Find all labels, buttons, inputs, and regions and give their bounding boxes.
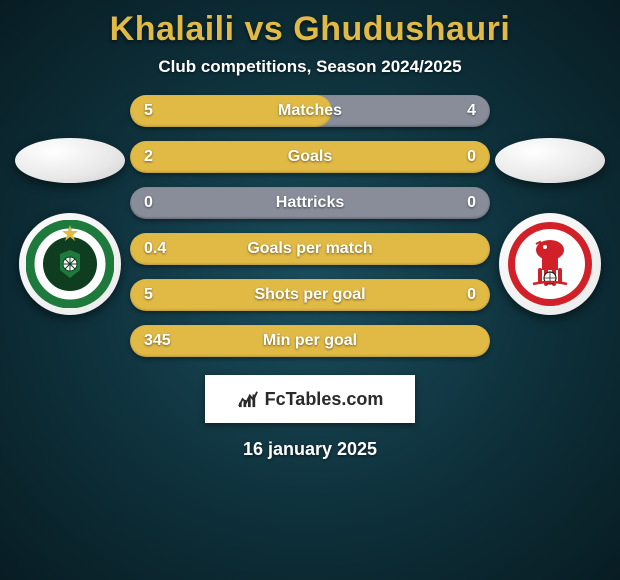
left-value: 345 — [144, 332, 171, 350]
stat-bar-shots-per-goal: 5 Shots per goal 0 — [130, 279, 490, 311]
stat-bar-hattricks: 0 Hattricks 0 — [130, 187, 490, 219]
left-club-badge — [19, 213, 121, 315]
left-column — [10, 138, 130, 315]
left-value: 0 — [144, 194, 153, 212]
bar-label: Min per goal — [263, 332, 357, 350]
watermark-text: FcTables.com — [265, 389, 384, 410]
right-value: 0 — [467, 148, 476, 166]
left-value: 5 — [144, 102, 153, 120]
stats-bars: 5 Matches 4 2 Goals 0 0 Hattricks 0 0.4 … — [130, 95, 490, 357]
bars-chart-icon — [237, 390, 259, 408]
right-value: 0 — [467, 194, 476, 212]
left-value: 5 — [144, 286, 153, 304]
stat-bar-min-per-goal: 345 Min per goal — [130, 325, 490, 357]
left-value: 2 — [144, 148, 153, 166]
right-value: 4 — [467, 102, 476, 120]
bar-label: Hattricks — [276, 194, 344, 212]
bar-label: Matches — [278, 102, 342, 120]
main-row: 5 Matches 4 2 Goals 0 0 Hattricks 0 0.4 … — [0, 95, 620, 357]
maccabi-haifa-icon — [26, 220, 114, 308]
bar-label: Shots per goal — [254, 286, 365, 304]
stat-bar-goals-per-match: 0.4 Goals per match — [130, 233, 490, 265]
bnei-sakhnin-icon — [506, 220, 594, 308]
stat-bar-goals: 2 Goals 0 — [130, 141, 490, 173]
infographic-container: Khalaili vs Ghudushauri Club competition… — [0, 0, 620, 460]
date-label: 16 january 2025 — [243, 439, 377, 460]
right-column — [490, 138, 610, 315]
bar-label: Goals per match — [247, 240, 372, 258]
stat-bar-matches: 5 Matches 4 — [130, 95, 490, 127]
right-player-avatar — [495, 138, 605, 183]
subtitle: Club competitions, Season 2024/2025 — [158, 57, 461, 77]
right-value: 0 — [467, 286, 476, 304]
left-value: 0.4 — [144, 240, 166, 258]
page-title: Khalaili vs Ghudushauri — [110, 10, 511, 49]
left-player-avatar — [15, 138, 125, 183]
right-club-badge — [499, 213, 601, 315]
watermark: FcTables.com — [205, 375, 415, 423]
bar-label: Goals — [288, 148, 332, 166]
